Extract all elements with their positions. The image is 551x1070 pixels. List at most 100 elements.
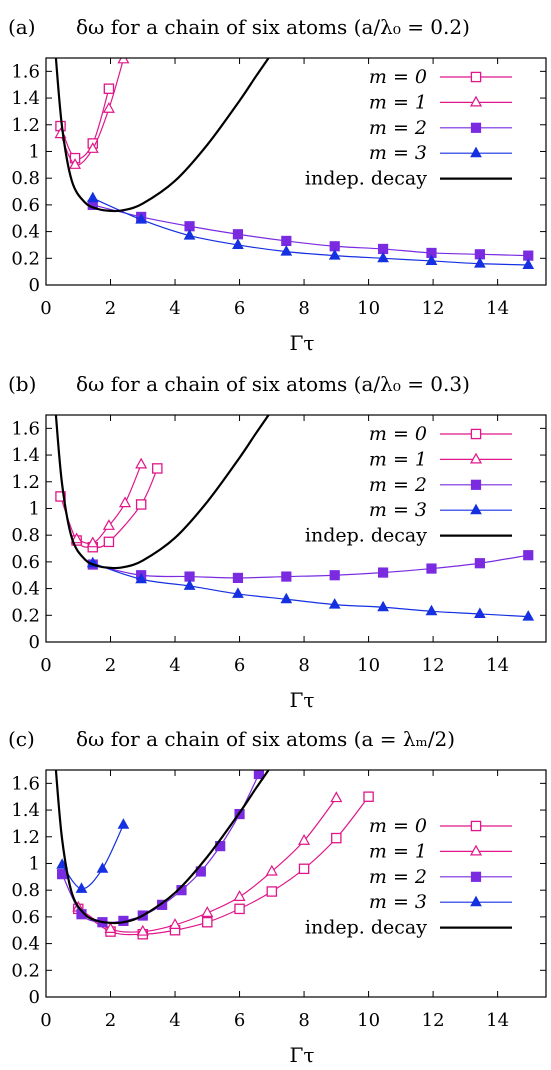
series-line — [92, 562, 529, 618]
data-point — [103, 536, 115, 548]
data-point — [104, 922, 117, 933]
legend-entry: m = 1 — [369, 448, 512, 470]
x-tick-label: 12 — [422, 298, 445, 319]
legend-marker — [470, 71, 482, 83]
legend-marker — [469, 452, 483, 464]
data-point — [232, 572, 244, 584]
data-point — [119, 496, 132, 508]
series-line — [92, 554, 529, 579]
data-point — [55, 491, 66, 502]
series-line — [59, 88, 110, 160]
series-line — [54, 58, 270, 213]
x-tick-label: 8 — [298, 1010, 309, 1031]
data-point — [135, 457, 148, 469]
y-tick-label: 0.2 — [11, 960, 40, 981]
data-point — [117, 818, 130, 829]
series-3 — [86, 556, 535, 621]
series-line — [77, 796, 370, 936]
legend-label: m = 2 — [369, 866, 427, 888]
plot-data — [54, 770, 374, 940]
data-point — [280, 592, 293, 604]
data-point — [377, 567, 389, 578]
data-point — [136, 924, 149, 936]
data-point — [232, 587, 244, 598]
data-point — [135, 499, 147, 510]
legend-label: m = 3 — [369, 142, 427, 164]
chart-panel-2: (b) δω for a chain of six atoms (a/λ₀ = 0… — [8, 372, 547, 712]
series-line — [92, 197, 529, 266]
x-tick-label: 10 — [357, 1010, 380, 1031]
panel-label: (b) — [8, 372, 36, 396]
y-tick-label: 1 — [29, 853, 40, 874]
legend: m = 0 m = 1 m = 2 m = 3 indep. decay — [305, 66, 512, 190]
y-tick-label: 1.2 — [11, 472, 40, 493]
data-point — [75, 882, 88, 893]
data-point — [86, 191, 99, 203]
data-point — [201, 906, 214, 917]
y-tick-label: 1.6 — [11, 418, 40, 439]
y-tick-label: 0.4 — [11, 579, 40, 600]
y-tick-label: 0.4 — [11, 934, 40, 955]
plot-data — [54, 58, 535, 269]
legend-entry: m = 0 — [369, 423, 512, 445]
legend-entry: m = 2 — [369, 117, 512, 139]
data-point — [329, 570, 340, 581]
data-point — [377, 600, 389, 612]
data-point — [331, 832, 342, 844]
data-point — [298, 834, 311, 845]
legend-entry: m = 2 — [369, 866, 512, 888]
y-tick-label: 1.6 — [11, 61, 40, 82]
data-point — [426, 563, 437, 574]
data-point — [86, 142, 99, 153]
y-tick-label: 0.6 — [11, 907, 40, 928]
legend-label: m = 3 — [369, 499, 427, 521]
y-tick-label: 0 — [29, 275, 40, 296]
y-tick-label: 1 — [29, 141, 40, 162]
data-point — [169, 918, 182, 929]
legend-entry: m = 3 — [369, 499, 512, 521]
legend-label: m = 0 — [369, 66, 427, 88]
series-line — [54, 770, 270, 925]
data-point — [152, 463, 163, 474]
x-tick-label: 0 — [40, 655, 51, 676]
data-point — [266, 886, 278, 897]
chart-title: δω for a chain of six atoms (a = λₘ/2) — [76, 727, 455, 751]
y-tick-label: 1.6 — [11, 773, 40, 794]
data-point — [328, 598, 341, 609]
series-4 — [54, 58, 270, 213]
data-point — [232, 238, 244, 249]
data-point — [474, 257, 486, 268]
data-point — [233, 890, 246, 901]
chart-title: δω for a chain of six atoms (a/λ₀ = 0.3) — [76, 372, 470, 396]
series-1 — [70, 457, 148, 548]
legend-marker — [470, 428, 482, 440]
x-tick-label: 14 — [486, 298, 509, 319]
y-tick-label: 0.2 — [11, 605, 40, 626]
data-point — [328, 249, 341, 260]
data-point — [253, 770, 265, 780]
legend-marker — [470, 122, 482, 133]
series-4 — [54, 770, 270, 925]
series-2 — [87, 550, 534, 584]
x-tick-label: 12 — [422, 655, 445, 676]
y-tick-label: 1.4 — [11, 800, 40, 821]
legend-label: m = 0 — [369, 423, 427, 445]
legend-entry: m = 3 — [369, 891, 512, 913]
legend-label: m = 1 — [369, 840, 427, 862]
x-tick-label: 2 — [105, 298, 116, 319]
legend: m = 0 m = 1 m = 2 m = 3 indep. decay — [305, 815, 512, 939]
x-tick-label: 2 — [105, 1010, 116, 1031]
data-point — [102, 519, 115, 530]
legend-label: m = 0 — [369, 815, 427, 837]
legend-marker — [470, 895, 482, 907]
legend-label: indep. decay — [305, 917, 427, 939]
legend-entry: indep. decay — [305, 525, 512, 547]
chart-panel-3: (c) δω for a chain of six atoms (a = λₘ/2… — [8, 727, 547, 1067]
data-point — [330, 791, 343, 803]
data-point — [377, 251, 389, 263]
data-point — [523, 550, 534, 561]
legend-marker — [470, 146, 482, 158]
series-4 — [54, 415, 270, 570]
y-tick-label: 1 — [29, 498, 40, 519]
legend-entry: m = 1 — [369, 91, 512, 113]
